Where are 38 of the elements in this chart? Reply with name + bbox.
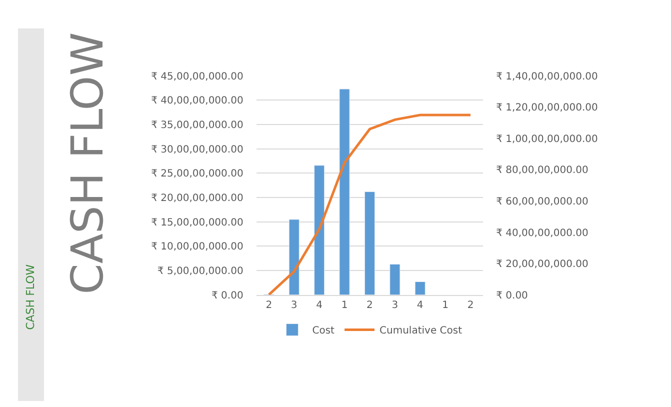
y-tick-label: ₹ 0.00 [212,290,244,302]
bar [288,219,300,295]
y-tick-label: ₹ 40,00,00,000.00 [151,96,244,107]
y-tick-label: ₹ 45,00,00,000.00 [151,71,244,82]
y-tick-label: ₹ 25,00,00,000.00 [151,168,244,180]
x-tick-label: 4 [316,300,323,311]
x-tick-label: 2 [266,300,272,311]
bar [314,165,325,295]
bar [339,88,350,295]
bar [364,191,376,295]
x-tick-label: 3 [392,300,398,311]
text: CASH FLOW [24,264,38,330]
y-tick-label: ₹ 30,00,00,000.00 [151,144,244,156]
x-tick-label: 2 [467,300,474,311]
y2-tick-label: ₹ 1,00,00,00,000.00 [496,134,598,145]
y2-tick-label: ₹ 60,00,00,000.00 [496,196,588,208]
x-tick-label: 1 [442,300,449,311]
x-tick-label: 1 [341,300,348,311]
x-tick-label: 4 [416,300,424,311]
y-tick-label: ₹ 10,00,00,000.00 [151,242,244,253]
y2-tick-label: ₹ 80,00,00,000.00 [496,165,588,176]
bar [414,281,426,295]
y2-tick-label: ₹ 1,40,00,00,000.00 [496,71,598,82]
legend-label: Cost [312,326,335,337]
y-tick-label: ₹ 35,00,00,000.00 [151,120,244,132]
y-tick-label: ₹ 15,00,00,000.00 [151,217,244,228]
y2-tick-label: ₹ 20,00,00,000.00 [496,259,588,270]
legend-label: Cumulative Cost [380,326,462,337]
bar [390,264,400,295]
y2-tick-label: ₹ 1,20,00,00,000.00 [496,102,598,114]
x-tick-label: 3 [290,300,298,311]
text: CASH FLOW [62,32,114,294]
y-tick-label: ₹ 5,00,00,000.00 [157,266,244,278]
y2-tick-label: ₹ 0.00 [496,290,528,302]
y-tick-label: ₹ 20,00,00,000.00 [151,193,244,204]
y2-tick-label: ₹ 40,00,00,000.00 [496,228,588,239]
x-tick-label: 2 [366,300,373,311]
line-series [268,114,472,295]
